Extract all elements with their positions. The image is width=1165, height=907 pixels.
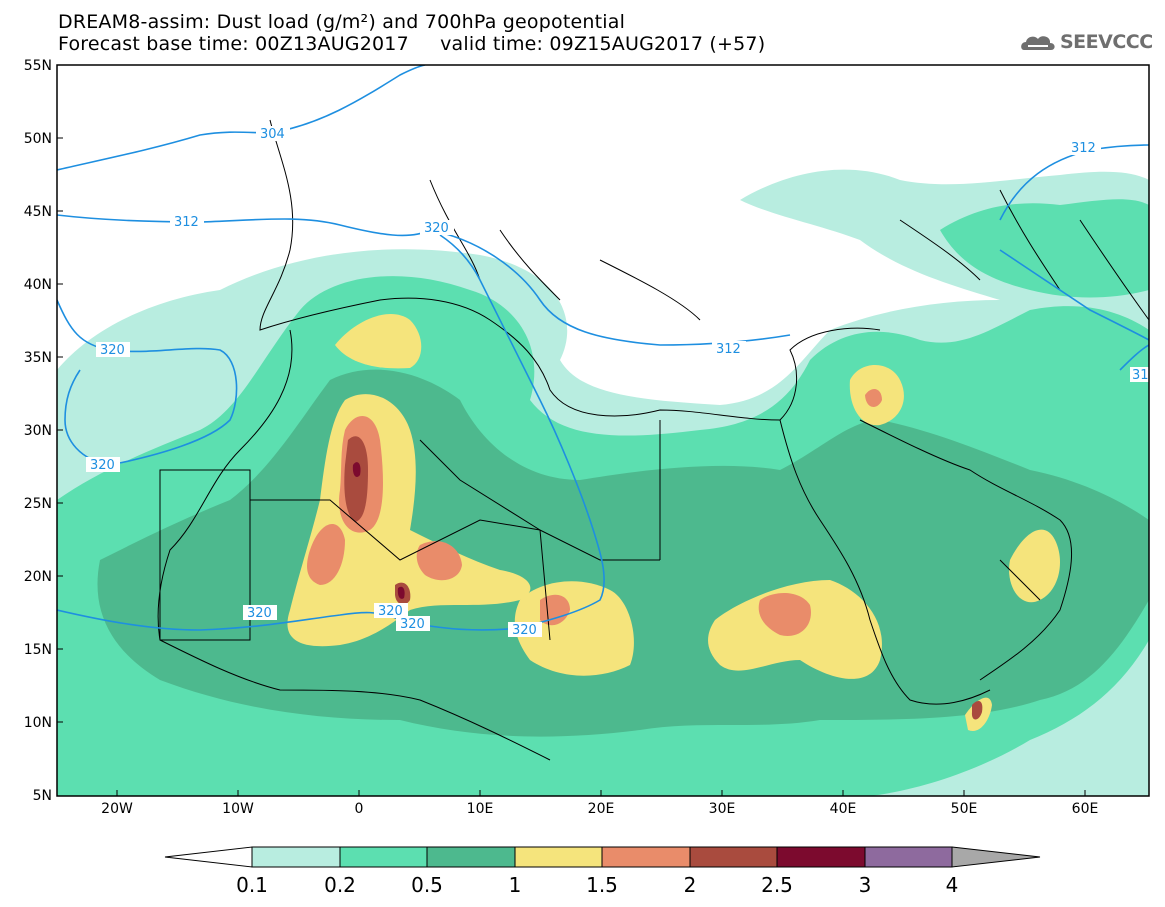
longitude-labels: 20W 10W 0 10E 20E 30E 40E 50E 60E [101,801,1098,817]
colorbar-label: 2.5 [761,873,793,897]
lat-label: 30N [24,423,52,439]
lat-label: 5N [33,788,52,804]
colorbar-swatch [776,846,866,868]
colorbar-swatch-under [164,846,253,868]
dust-load-fields [57,169,1149,796]
contour-label: 320 [400,617,425,632]
contour-320-sahel [57,234,605,631]
contour-320-ne [999,249,1149,341]
dust-field-1-oman [1009,529,1060,603]
lon-label: 20W [101,801,133,817]
colorbar-swatch [426,846,516,868]
axis-ticks [57,64,1086,796]
contour-label: 320 [247,606,272,621]
colorbar-label: 0.5 [411,873,443,897]
lat-label: 40N [24,277,52,293]
lat-label: 20N [24,569,52,585]
lat-label: 25N [24,496,52,512]
colorbar-swatch [601,846,691,868]
dust-field-15-b [307,523,345,585]
contour-label: 320 [424,221,449,236]
coastlines [157,119,1149,761]
map-title: DREAM8-assim: Dust load (g/m²) and 700hP… [58,11,626,33]
contour-label: 312 [1071,141,1096,156]
contour-label: 312 [716,342,741,357]
contour-label: 304 [260,127,285,142]
lat-label: 55N [24,58,52,74]
colorbar-label: 0.2 [324,873,356,897]
contour-312-west [57,214,431,237]
dust-field-1-atlas [335,314,422,369]
colorbar [164,846,1041,868]
contour-label: 320 [378,604,403,619]
contour-label: 320 [90,458,115,473]
dust-field-02-ne [940,199,1149,298]
contour-label: 31 [1132,368,1149,383]
lat-label: 50N [24,131,52,147]
lon-label: 40E [830,801,857,817]
contour-label: 320 [100,343,125,358]
dust-field-2-c [971,700,983,720]
colorbar-swatch [339,846,428,868]
lon-label: 10E [467,801,494,817]
colorbar-swatch [514,846,603,868]
dust-field-25-b [397,586,405,599]
contour-labels: 304 312 312 312 320 320 320 320 320 320 … [86,126,1149,638]
contour-320-east [1119,344,1149,371]
lon-label: 20E [588,801,615,817]
colorbar-swatch [689,846,778,868]
colorbar-labels: 0.1 0.2 0.5 1 1.5 2 2.5 3 4 [236,873,958,897]
colorbar-label: 1.5 [586,873,618,897]
colorbar-label: 4 [946,873,959,897]
lat-label: 15N [24,642,52,658]
lon-label: 30E [709,801,736,817]
contour-label: 320 [512,623,537,638]
lat-label: 45N [24,204,52,220]
lat-label: 35N [24,350,52,366]
logo-text: SEEVCCC [1060,31,1153,53]
lat-label: 10N [24,715,52,731]
colorbar-label: 3 [859,873,872,897]
dust-field-15-e [758,593,811,636]
lon-label: 0 [355,801,364,817]
dust-field-15-c [416,541,462,581]
dust-field-25 [352,462,361,477]
colorbar-swatch-over [951,846,1041,868]
dust-field-2 [344,436,368,522]
map-subtitle: Forecast base time: 00Z13AUG2017 valid t… [58,33,766,55]
colorbar-label: 1 [509,873,522,897]
lon-label: 10W [222,801,254,817]
colorbar-swatch [864,846,953,868]
latitude-labels: 55N 50N 45N 40N 35N 30N 25N 20N 15N 10N … [24,58,52,804]
cloud-icon [1021,36,1055,50]
dust-field-15-f [865,388,882,407]
colorbar-label: 2 [684,873,697,897]
contour-label: 312 [174,215,199,230]
lon-label: 60E [1072,801,1099,817]
lon-label: 50E [951,801,978,817]
colorbar-swatch [251,846,341,868]
colorbar-label: 0.1 [236,873,268,897]
